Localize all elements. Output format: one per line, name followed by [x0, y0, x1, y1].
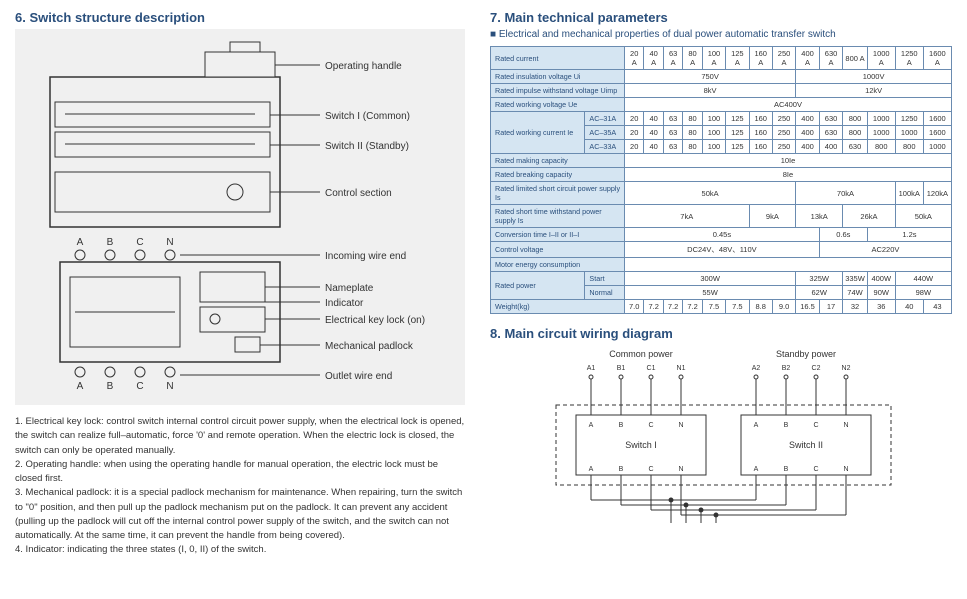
svg-text:N: N: [166, 237, 173, 248]
svg-text:A: A: [589, 466, 594, 473]
svg-text:B: B: [619, 466, 624, 473]
svg-text:N: N: [843, 466, 848, 473]
svg-text:N1: N1: [677, 365, 686, 372]
svg-text:Mechanical padlock: Mechanical padlock: [325, 341, 414, 352]
svg-text:N: N: [678, 466, 683, 473]
svg-text:Switch I: Switch I: [625, 440, 657, 450]
svg-text:A: A: [754, 422, 759, 429]
svg-text:Electrical key lock (on): Electrical key lock (on): [325, 315, 425, 326]
svg-text:Switch II: Switch II: [789, 440, 823, 450]
svg-text:Switch II (Standby): Switch II (Standby): [325, 141, 409, 152]
svg-text:C1: C1: [647, 365, 656, 372]
svg-text:B: B: [784, 466, 789, 473]
svg-text:C: C: [813, 466, 818, 473]
svg-text:C: C: [813, 422, 818, 429]
svg-text:B: B: [107, 381, 114, 392]
section6-title: 6. Switch structure description: [15, 10, 465, 25]
svg-text:Indicator: Indicator: [325, 298, 364, 309]
svg-text:Standby power: Standby power: [776, 349, 836, 359]
svg-text:A: A: [77, 237, 84, 248]
svg-text:Nameplate: Nameplate: [325, 283, 374, 294]
svg-text:A: A: [77, 381, 84, 392]
svg-text:B: B: [619, 422, 624, 429]
svg-text:C: C: [648, 422, 653, 429]
svg-text:C2: C2: [812, 365, 821, 372]
section8-title: 8. Main circuit wiring diagram: [490, 326, 952, 341]
svg-text:C: C: [136, 381, 143, 392]
wiring-diagram: Common power Standby power Switch I Swit…: [490, 345, 952, 525]
svg-text:A1: A1: [587, 365, 596, 372]
spec-table: Rated current 20 A40 A63 A80 A100 A125 A…: [490, 46, 952, 314]
svg-text:A2: A2: [752, 365, 761, 372]
svg-text:A: A: [589, 422, 594, 429]
svg-text:N2: N2: [842, 365, 851, 372]
section7-subtitle: Electrical and mechanical properties of …: [490, 29, 952, 40]
svg-text:Outlet wire end: Outlet wire end: [325, 371, 392, 382]
svg-text:N: N: [166, 381, 173, 392]
svg-text:B: B: [107, 237, 114, 248]
svg-text:Control section: Control section: [325, 188, 392, 199]
svg-text:Incoming wire end: Incoming wire end: [325, 251, 406, 262]
svg-text:B1: B1: [617, 365, 626, 372]
svg-text:B2: B2: [782, 365, 791, 372]
svg-text:C: C: [136, 237, 143, 248]
svg-text:C: C: [648, 466, 653, 473]
svg-text:Switch I (Common): Switch I (Common): [325, 111, 410, 122]
svg-text:A: A: [754, 466, 759, 473]
svg-text:N: N: [678, 422, 683, 429]
svg-text:N: N: [843, 422, 848, 429]
svg-text:B: B: [784, 422, 789, 429]
section6-notes: 1. Electrical key lock: control switch i…: [15, 415, 465, 558]
section7-title: 7. Main technical parameters: [490, 10, 952, 25]
switch-structure-diagram: A B C N: [15, 29, 465, 405]
svg-text:Operating handle: Operating handle: [325, 61, 402, 72]
svg-text:Common power: Common power: [609, 349, 673, 359]
